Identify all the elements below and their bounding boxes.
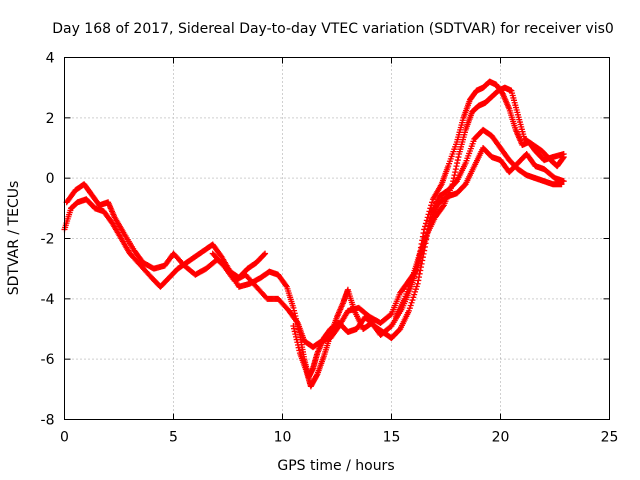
data-point [291, 328, 298, 335]
data-point [261, 251, 268, 258]
series-track-1 [61, 196, 269, 290]
data-point [422, 223, 429, 230]
data-point [414, 280, 421, 287]
y-tick-label: 0 [46, 171, 55, 187]
data-point [293, 336, 300, 343]
data-point [452, 166, 459, 173]
data-point [449, 181, 456, 188]
data-point [450, 178, 457, 185]
data-point [294, 339, 301, 346]
x-tick-label: 25 [601, 430, 619, 446]
data-point [423, 217, 430, 224]
y-axis-label: SDTVAR / TECUs [6, 181, 22, 296]
series-track-2 [63, 126, 565, 381]
data-point [450, 175, 457, 182]
data-point [415, 277, 422, 284]
data-point [428, 202, 435, 209]
data-point [424, 214, 431, 221]
data-point [429, 199, 436, 206]
data-point [439, 203, 446, 210]
data-point [292, 331, 299, 338]
data-point [413, 283, 420, 290]
y-tick-label: -4 [41, 292, 55, 308]
data-point [409, 297, 416, 304]
x-axis-label: GPS time / hours [277, 458, 394, 474]
data-series [61, 78, 567, 390]
data-point [290, 304, 297, 311]
grid-lines [64, 57, 610, 420]
data-point [422, 220, 429, 227]
data-point [290, 322, 297, 329]
data-point [411, 291, 418, 298]
axis-ticks: 0 5 10 15 20 25 -8 -6 -4 -2 0 2 4 [41, 51, 619, 446]
x-tick-label: 10 [274, 430, 292, 446]
series-track-5 [392, 84, 567, 320]
x-tick-label: 5 [169, 430, 178, 446]
data-point [282, 282, 289, 289]
data-point [408, 299, 415, 306]
data-point [295, 344, 302, 351]
data-point [406, 305, 413, 312]
data-point [427, 205, 434, 212]
data-point [262, 250, 269, 257]
y-tick-label: 2 [46, 111, 55, 127]
data-point [293, 318, 300, 325]
data-point [293, 333, 300, 340]
y-tick-label: -8 [41, 413, 55, 429]
x-tick-label: 20 [492, 430, 510, 446]
series-track-3 [209, 145, 567, 351]
data-point [452, 169, 459, 176]
data-point [455, 154, 462, 161]
data-point [454, 160, 461, 167]
x-tick-label: 15 [383, 430, 401, 446]
data-point [560, 154, 567, 161]
data-point [451, 172, 458, 179]
y-tick-label: -6 [41, 352, 55, 368]
data-point [291, 307, 298, 314]
chart-title: Day 168 of 2017, Sidereal Day-to-day VTE… [52, 21, 614, 37]
data-point [294, 341, 301, 348]
data-point [291, 325, 298, 332]
data-point [560, 178, 567, 185]
data-point [415, 274, 422, 281]
data-point [454, 157, 461, 164]
data-point [412, 286, 419, 293]
data-point [296, 347, 303, 354]
data-point [313, 372, 320, 379]
data-point [412, 288, 419, 295]
data-point [425, 211, 432, 218]
y-tick-label: -2 [41, 232, 55, 248]
data-point [405, 307, 412, 314]
data-point [410, 294, 417, 301]
y-tick-label: 4 [46, 51, 55, 67]
data-point [453, 163, 460, 170]
data-point [560, 154, 567, 161]
x-tick-label: 0 [60, 430, 69, 446]
data-point [407, 302, 414, 309]
data-point [387, 311, 394, 318]
data-point [426, 208, 433, 215]
